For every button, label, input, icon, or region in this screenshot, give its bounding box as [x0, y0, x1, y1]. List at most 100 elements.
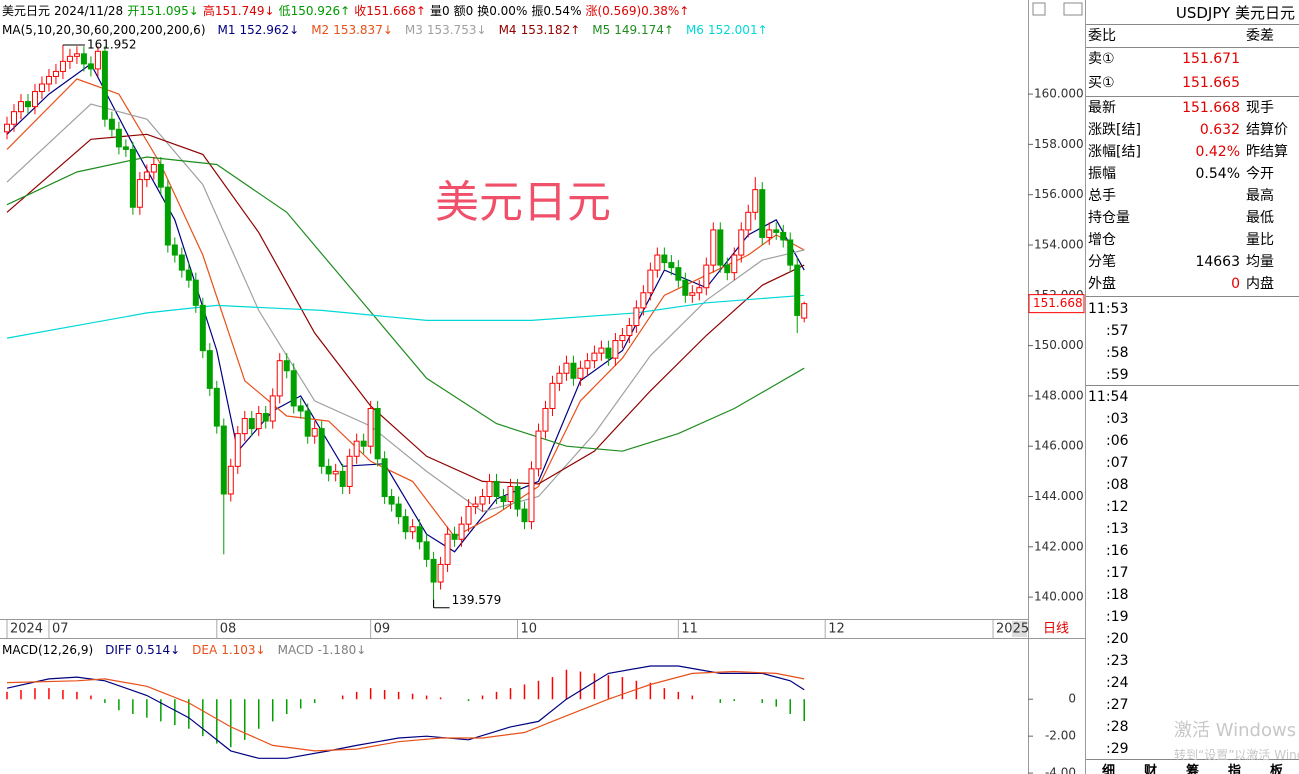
window-button[interactable] — [1063, 2, 1083, 16]
row-label: 卖① — [1088, 51, 1115, 67]
row-value: 151.668 — [1182, 100, 1240, 116]
candle-body — [45, 75, 52, 85]
row-label: 涨跌[结] — [1088, 122, 1141, 138]
separator — [1086, 759, 1299, 760]
row-right-label: 委差 — [1246, 28, 1274, 44]
candle-body — [248, 418, 255, 430]
legend-name: MACD — [278, 643, 314, 657]
candle-body — [465, 506, 472, 525]
time-item: :03 — [1106, 411, 1129, 427]
candle-body — [353, 440, 360, 457]
candle-body — [416, 526, 423, 543]
time-item: :28 — [1106, 719, 1129, 735]
row-value: 151.665 — [1182, 75, 1240, 91]
candle-body — [647, 269, 654, 294]
candle-body — [199, 304, 206, 352]
candle-body — [87, 63, 94, 70]
candle-body — [591, 352, 598, 362]
quote-row: 买① 151.665 — [1086, 72, 1299, 94]
legend-value: 1.103↓ — [221, 643, 265, 657]
candle-body — [220, 425, 227, 495]
candle-body — [101, 50, 108, 120]
quote-row: 持仓量 最低 — [1086, 207, 1299, 229]
candle-body — [724, 264, 731, 274]
candle-body — [675, 267, 682, 281]
candle-body — [430, 558, 437, 583]
candle-body — [241, 418, 248, 435]
candle-body — [759, 189, 766, 238]
y-tick-label: 142.000 — [1034, 539, 1084, 553]
panel-tab[interactable]: 细 — [1102, 764, 1116, 774]
time-item: :17 — [1106, 565, 1129, 581]
header-item: 换0.00% — [477, 4, 527, 18]
period-tab[interactable]: 日线 — [1043, 622, 1069, 637]
candle-body — [577, 367, 584, 379]
candle-body — [521, 508, 528, 523]
time-item: :13 — [1106, 521, 1129, 537]
row-right-label: 现手 — [1246, 100, 1274, 116]
time-item: :12 — [1106, 499, 1129, 515]
quote-panel: USDJPY 美元日元 委比 委差 卖① 151.671 买① 151.665 最新 151.6… — [1086, 0, 1299, 774]
candle-body — [206, 350, 213, 389]
candle-body — [402, 516, 409, 533]
panel-tab[interactable]: 指 — [1228, 764, 1242, 774]
time-item: 11:54 — [1088, 389, 1129, 405]
candle-body — [486, 480, 493, 498]
y-tick-label: 140.000 — [1034, 590, 1084, 604]
candle-body — [255, 413, 262, 430]
candle-body — [164, 186, 171, 246]
candle-body — [297, 405, 304, 412]
candle-body — [24, 101, 31, 108]
candle-body — [381, 458, 388, 498]
time-item: :16 — [1106, 543, 1129, 559]
time-item: :19 — [1106, 609, 1129, 625]
row-label: 买① — [1088, 75, 1115, 91]
high-label: 161.952 — [87, 37, 137, 51]
candle-body — [339, 470, 346, 487]
quote-row: 总手 最高 — [1086, 185, 1299, 207]
panel-tab[interactable]: 筹 — [1186, 764, 1200, 774]
candle-body — [661, 254, 668, 264]
candle-body — [528, 468, 535, 523]
scroll-handle[interactable] — [1012, 621, 1027, 637]
candle-body — [584, 360, 591, 369]
time-item: :08 — [1106, 477, 1129, 493]
candle-body — [500, 496, 507, 503]
ma-line — [6, 294, 805, 339]
candle-body — [479, 496, 486, 505]
row-right-label: 昨结算 — [1246, 144, 1288, 160]
y-tick-label: 156.000 — [1034, 187, 1084, 201]
candle-body — [423, 541, 430, 560]
time-item: :59 — [1106, 367, 1129, 383]
row-value: 14663 — [1195, 254, 1240, 270]
panel-tab[interactable]: 财 — [1144, 764, 1158, 774]
candle-body — [157, 163, 164, 188]
candle-body — [171, 244, 178, 256]
candle-body — [213, 387, 220, 427]
candle-body — [717, 229, 724, 266]
candle-body — [668, 262, 675, 269]
candle-body — [689, 292, 696, 296]
candle-body — [150, 163, 157, 173]
header-item: 高151.749↓ — [203, 3, 275, 18]
ma-line — [6, 78, 805, 538]
watermark: 美元日元 — [435, 177, 611, 228]
candle-body — [682, 279, 689, 296]
time-item: :20 — [1106, 631, 1129, 647]
candle-body — [59, 60, 66, 72]
candle-body — [451, 533, 458, 540]
panel-tab[interactable]: 板 — [1270, 764, 1284, 774]
window-button[interactable] — [1032, 2, 1046, 16]
candle-body — [626, 324, 633, 337]
quote-row: 最新 151.668 现手 — [1086, 97, 1299, 119]
candle-body — [318, 428, 325, 467]
candle-body — [710, 229, 717, 266]
background — [0, 0, 1086, 774]
notice-text: 转到“设置”以激活 Windows。 — [1174, 748, 1299, 762]
candle-body — [731, 254, 738, 274]
time-item: :27 — [1106, 697, 1129, 713]
legend-value: 153.182↑ — [521, 23, 581, 37]
macd-title: MACD(12,26,9) — [2, 643, 93, 657]
x-tick-label: 11 — [681, 622, 698, 637]
candle-body — [563, 362, 570, 374]
